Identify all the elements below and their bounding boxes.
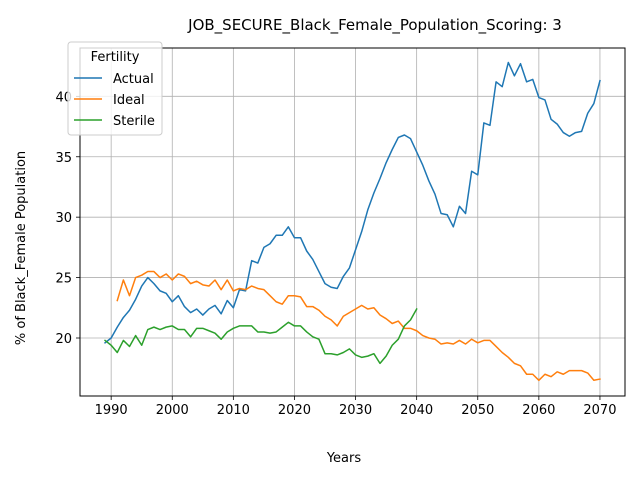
series-line-ideal — [116, 270, 601, 382]
x-tick-label: 2010 — [217, 403, 250, 418]
x-tick-label: 2020 — [278, 403, 311, 418]
legend-label-actual: Actual — [113, 72, 154, 87]
legend-box — [67, 41, 163, 136]
y-tick-label: 30 — [55, 211, 72, 226]
series-layer — [103, 61, 601, 382]
y-axis-label: % of Black_Female Population — [14, 151, 29, 345]
plot-frame — [79, 47, 626, 397]
chart-title: JOB_SECURE_Black_Female_Population_Scori… — [187, 16, 562, 35]
legend-label-ideal: Ideal — [113, 93, 145, 108]
x-tick-label: 2030 — [339, 403, 372, 418]
x-tick-label: 2040 — [400, 403, 433, 418]
x-tick-label: 2070 — [583, 403, 616, 418]
x-axis-label: Years — [326, 451, 362, 466]
legend-label-sterile: Sterile — [113, 114, 155, 129]
y-tick-label: 20 — [55, 332, 72, 347]
series-line-actual — [103, 61, 601, 344]
y-tick-label: 25 — [55, 272, 72, 287]
series-line-sterile — [103, 307, 418, 365]
y-tick-label: 35 — [55, 151, 72, 166]
grid — [80, 48, 625, 396]
ticks: 1990 2000 2010 2020 2030 2040 2050 2060 2070 20 25… — [55, 90, 616, 418]
x-tick-label: 2000 — [156, 403, 189, 418]
x-tick-label: 2050 — [461, 403, 494, 418]
x-tick-label: 2060 — [522, 403, 555, 418]
x-tick-label: 1990 — [95, 403, 128, 418]
legend-title: Fertility — [91, 50, 140, 65]
legend: Fertility Actual Ideal Sterile — [67, 41, 163, 136]
